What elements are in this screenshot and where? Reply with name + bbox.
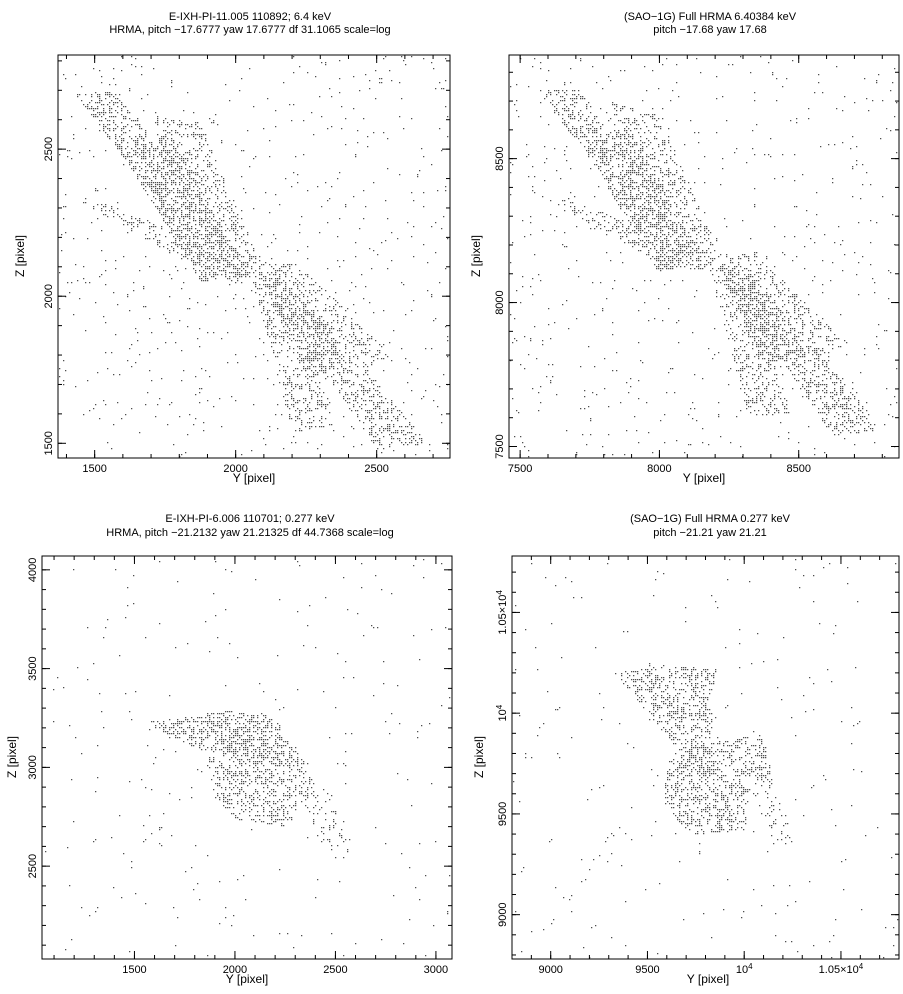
x-tick-label: 2500: [364, 463, 388, 475]
panel-3-ylabel: Z [pixel]: [5, 736, 19, 778]
y-tick-label: 2500: [27, 854, 39, 878]
panel-3-subtitle: HRMA, pitch −21.2132 yaw 21.21325 df 44.…: [106, 527, 393, 539]
panel-2-photon-density: [510, 56, 898, 458]
panel-2-title: (SAO−1G) Full HRMA 6.40384 keV: [624, 11, 797, 23]
panel-2-xlabel: Y [pixel]: [683, 471, 725, 485]
panel-1-xlabel: Y [pixel]: [233, 471, 275, 485]
y-tick-label: 4000: [27, 558, 39, 582]
x-tick-label: 8500: [786, 463, 810, 475]
y-tick-label: 7500: [494, 434, 506, 458]
panel-1-density-dots: [59, 56, 449, 458]
x-tick-label: 2000: [223, 463, 247, 475]
x-tick-label: 1500: [82, 463, 106, 475]
x-tick-label: 1.05×104: [819, 962, 864, 977]
panel-3: E-IXH-PI-6.006 110701; 0.277 keV HRMA, p…: [5, 513, 453, 986]
y-tick-label: 3500: [27, 656, 39, 680]
panel-1-photon-density: [59, 56, 449, 458]
panel-2-density-dots: [510, 56, 898, 458]
panel-4-ylabel: Z [pixel]: [472, 736, 486, 778]
panel-1: E-IXH-PI-11.005 110892; 6.4 keV HRMA, pi…: [13, 11, 451, 485]
panel-4-density-dots: [513, 559, 899, 959]
x-tick-label: 7500: [508, 463, 532, 475]
panel-2-ylabel: Z [pixel]: [469, 235, 483, 277]
x-tick-label: 8000: [647, 463, 671, 475]
panel-4-subtitle: pitch −21.21 yaw 21.21: [653, 527, 766, 539]
panel-3-photon-density: [45, 559, 451, 957]
y-tick-label: 3000: [27, 755, 39, 779]
x-tick-label: 9500: [635, 964, 659, 976]
y-tick-label: 1.05×104: [495, 590, 510, 635]
panel-4-ticks: 9000 9500 104 1.05×104 9000 9500 104 1.05×104: [495, 556, 900, 976]
panel-1-subtitle: HRMA, pitch −17.6777 yaw 17.6777 df 31.1…: [109, 24, 390, 36]
panel-2: (SAO−1G) Full HRMA 6.40384 keV pitch −17…: [469, 11, 900, 485]
panel-3-plot-frame: [41, 555, 453, 960]
x-tick-label: 3000: [424, 964, 448, 976]
panel-3-density-dots: [45, 559, 451, 957]
panel-4: (SAO−1G) Full HRMA 0.277 keV pitch −21.2…: [472, 513, 900, 986]
y-tick-label: 9000: [497, 902, 509, 926]
panel-1-plot-frame: [57, 54, 451, 459]
panel-3-xlabel: Y [pixel]: [226, 972, 268, 986]
y-tick-label: 8500: [494, 146, 506, 170]
y-tick-label: 104: [495, 704, 510, 721]
y-tick-label: 2500: [43, 137, 55, 161]
x-tick-label: 1500: [122, 964, 146, 976]
panel-1-title: E-IXH-PI-11.005 110892; 6.4 keV: [169, 11, 332, 23]
panel-4-title: (SAO−1G) Full HRMA 0.277 keV: [630, 513, 791, 525]
panel-2-plot-frame: [508, 54, 900, 459]
x-tick-label: 104: [736, 962, 753, 977]
panel-4-photon-density: [513, 559, 899, 959]
x-tick-label: 2000: [223, 964, 247, 976]
panel-1-ylabel: Z [pixel]: [13, 235, 27, 277]
y-tick-label: 1500: [43, 431, 55, 455]
x-tick-label: 9000: [538, 964, 562, 976]
y-tick-label: 2000: [43, 284, 55, 308]
panel-2-ticks: 7500 8000 8500 7500 8000 8500: [494, 55, 899, 475]
x-tick-label: 2500: [323, 964, 347, 976]
panel-1-ticks: 1500 2000 2500 1500 2000 2500: [43, 55, 450, 475]
y-tick-label: 8000: [494, 290, 506, 314]
panel-2-subtitle: pitch −17.68 yaw 17.68: [653, 24, 766, 36]
panel-3-ticks: 1500 2000 2500 3000 2500 3000 3500 4000: [27, 556, 452, 976]
y-tick-label: 9500: [497, 802, 509, 826]
panel-3-title: E-IXH-PI-6.006 110701; 0.277 keV: [165, 513, 335, 525]
panel-4-xlabel: Y [pixel]: [687, 972, 729, 986]
